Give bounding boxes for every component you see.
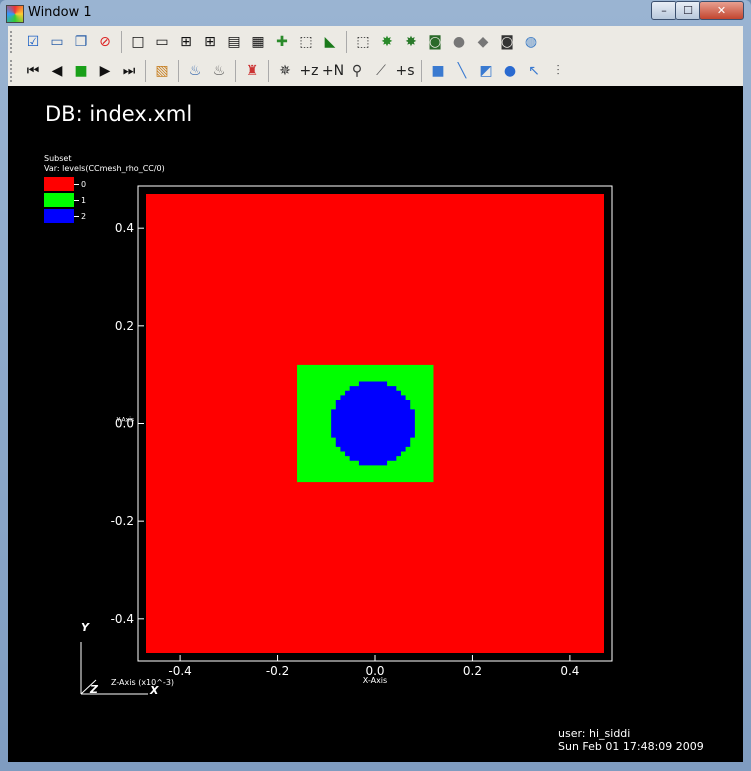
delete-window-icon[interactable]: ⊘ [99, 34, 111, 50]
toolbar-separator [421, 60, 422, 82]
sphere-icon[interactable]: ● [503, 63, 517, 79]
save-image-icon[interactable]: ◙ [500, 34, 514, 50]
legend-title: Subset [44, 154, 72, 163]
user-label: user: hi_siddi [558, 727, 631, 740]
x-tick-label: 0.4 [560, 664, 579, 678]
x-axis-title: X-Axis [363, 676, 387, 685]
close-button[interactable]: ✕ [699, 1, 744, 20]
legend-variable: Var: levels(CCmesh_rho_CC/0) [44, 164, 165, 173]
zoom-icon[interactable]: ⚲ [351, 63, 363, 79]
legend-entry: 1 [44, 193, 86, 207]
db-label: DB: index.xml [45, 102, 193, 126]
axis-icon[interactable]: ⫶ [556, 63, 560, 79]
toolbar-row-1: ☑ ▭ ❐ ⊘ □ ▭ ⊞ ⊞ ▤ ▦ ✚ ⬚ ◣ ⬚ ✸ ✸ ◙ ● ◆ ◙ ◍ [8, 28, 543, 56]
toolbar-separator [121, 31, 122, 53]
box-icon[interactable]: ⬚ [299, 34, 313, 50]
palette-icon[interactable]: ▧ [155, 63, 169, 79]
lock-tools-icon[interactable]: ♜ [245, 63, 259, 79]
legend-swatch [44, 193, 74, 207]
x-tick-label: 0.0 [365, 664, 384, 678]
zoom-s-icon[interactable]: +s [395, 63, 415, 79]
x-tick-label: 0.2 [463, 664, 482, 678]
legend-label: 2 [81, 211, 87, 221]
legend-label: 0 [81, 179, 87, 189]
date-label: Sun Feb 01 17:48:09 2009 [558, 740, 704, 753]
lock-time-icon[interactable]: ♨ [212, 63, 226, 79]
layout-2x3-icon[interactable]: ⊞ [204, 34, 216, 50]
pick-icon[interactable]: ✚ [276, 34, 288, 50]
navigate-icon[interactable]: ✵ [279, 63, 291, 79]
cube-icon[interactable]: ■ [431, 63, 445, 79]
line-icon[interactable]: ╲ [457, 63, 467, 79]
spin-green-icon[interactable]: ✸ [381, 34, 393, 50]
lineout-icon[interactable]: ◣ [324, 34, 336, 50]
title-bar[interactable]: Window 1 – ☐ ✕ [0, 0, 751, 26]
minimize-button[interactable]: – [651, 1, 677, 20]
triad-label: Y [81, 621, 90, 634]
toolbar-area: ☑ ▭ ❐ ⊘ □ ▭ ⊞ ⊞ ▤ ▦ ✚ ⬚ ◣ ⬚ ✸ ✸ ◙ ● ◆ ◙ ◍ ⏮ ◀ ■ ▶ ⏭ ▧ ♨ ♨ ♜ ✵ +z +N ⚲ ⟋ +s… [8, 26, 743, 86]
z-axis-title: Z-Axis (x10^-3) [111, 678, 174, 687]
maximize-button[interactable]: ☐ [675, 1, 701, 20]
toolbar-separator [178, 60, 179, 82]
last-frame-icon[interactable]: ⏭ [122, 63, 136, 79]
zoom-n-icon[interactable]: +N [321, 63, 345, 79]
play-icon[interactable]: ▶ [99, 63, 111, 79]
toolbar-separator [235, 60, 236, 82]
vis-canvas[interactable]: DB: index.xml Subset Var: levels(CCmesh_… [8, 86, 743, 762]
window-title: Window 1 [28, 5, 92, 20]
toolbar-grip[interactable] [10, 31, 18, 53]
zoom-z-icon[interactable]: +z [299, 63, 319, 79]
legend-swatch [44, 209, 74, 223]
region-level-2 [331, 381, 415, 466]
legend-tick [74, 183, 79, 185]
new-window-icon[interactable]: ▭ [50, 34, 64, 50]
blob-icon[interactable]: ● [452, 34, 466, 50]
camera-icon[interactable]: ◙ [428, 34, 442, 50]
triad-label: X [149, 684, 159, 697]
first-frame-icon[interactable]: ⏮ [26, 63, 40, 79]
y-tick-label: -0.2 [111, 514, 134, 528]
layout-1x1-icon[interactable]: □ [131, 34, 145, 50]
legend-entry: 2 [44, 209, 86, 223]
clone-window-icon[interactable]: ❐ [74, 34, 88, 50]
plot: -0.4 -0.2 0.0 0.2 0.4 -0.4 -0.2 0.0 0.2 0.4 X-Axis… [80, 185, 613, 697]
toolbar-separator [268, 60, 269, 82]
view-box-icon[interactable]: ⬚ [356, 34, 370, 50]
layout-2x2-icon[interactable]: ⊞ [180, 34, 192, 50]
layout-3x3-icon[interactable]: ▦ [251, 34, 265, 50]
plane-icon[interactable]: ◩ [479, 63, 493, 79]
lock-view-icon[interactable]: ♨ [188, 63, 202, 79]
y-axis-title: Y-Axis [116, 417, 134, 424]
y-tick-label: -0.4 [111, 612, 134, 626]
legend-swatch [44, 177, 74, 191]
apply-icon[interactable]: ☑ [26, 34, 40, 50]
curve-icon[interactable]: ⟋ [376, 63, 386, 79]
legend-tick [74, 199, 79, 201]
legend-label: 1 [81, 195, 87, 205]
point-icon[interactable]: ↖ [528, 63, 540, 79]
toolbar-separator [346, 31, 347, 53]
triad-label: Z [89, 683, 99, 696]
layout-1x2-icon[interactable]: ▭ [155, 34, 169, 50]
folder-icon[interactable]: ◆ [477, 34, 489, 50]
app-icon [6, 5, 24, 23]
triad-z-axis [80, 679, 97, 695]
prev-frame-icon[interactable]: ◀ [51, 63, 63, 79]
toolbar-separator [145, 60, 146, 82]
y-tick-label: 0.0 [115, 417, 134, 431]
toolbar-grip[interactable] [10, 60, 18, 82]
stop-icon[interactable]: ■ [74, 63, 88, 79]
legend-entry: 0 [44, 177, 86, 191]
toolbar-row-2: ⏮ ◀ ■ ▶ ⏭ ▧ ♨ ♨ ♜ ✵ +z +N ⚲ ⟋ +s ■ ╲ ◩ ● ↖ ⫶ [8, 57, 570, 85]
y-tick-label: 0.2 [115, 319, 134, 333]
globe-icon[interactable]: ◍ [524, 34, 538, 50]
legend-tick [74, 215, 79, 217]
layout-2x4-icon[interactable]: ▤ [227, 34, 241, 50]
spin-2-icon[interactable]: ✸ [405, 34, 417, 50]
x-tick-label: -0.4 [168, 664, 191, 678]
x-tick-label: -0.2 [266, 664, 289, 678]
y-tick-label: 0.4 [115, 221, 134, 235]
